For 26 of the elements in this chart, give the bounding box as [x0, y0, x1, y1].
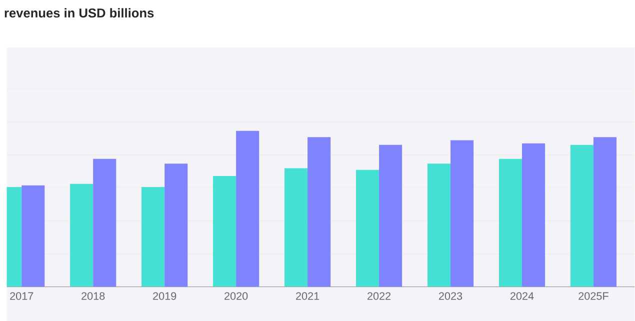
x-tick-label: 2025F — [578, 292, 608, 300]
x-tick-label: 2017 — [10, 292, 34, 300]
bar — [427, 163, 451, 287]
x-tick-label: 2020 — [224, 292, 248, 300]
bar — [142, 186, 165, 287]
bar — [93, 158, 116, 287]
x-tick-label: 2019 — [153, 292, 176, 300]
bar — [236, 130, 260, 287]
bar — [379, 144, 402, 287]
chart-title: revenues in USD billions — [4, 8, 154, 18]
bar — [593, 136, 617, 287]
bar — [356, 170, 380, 287]
bar — [450, 140, 474, 287]
bar — [164, 163, 188, 287]
x-tick-label: 2018 — [82, 292, 105, 300]
bar — [308, 136, 331, 287]
bar — [570, 144, 594, 287]
x-tick-label: 2023 — [438, 292, 462, 300]
bar — [213, 176, 236, 287]
x-tick-label: 2022 — [368, 292, 391, 300]
bar — [70, 184, 94, 287]
bar — [498, 158, 522, 287]
bar — [284, 168, 308, 287]
bar — [522, 143, 546, 287]
x-tick-label: 2021 — [296, 292, 320, 300]
x-tick-label: 2024 — [510, 292, 534, 300]
